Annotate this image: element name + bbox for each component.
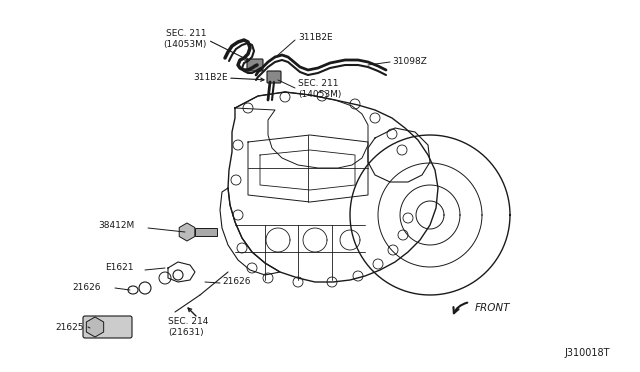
Text: (14053M): (14053M) bbox=[164, 39, 207, 48]
FancyBboxPatch shape bbox=[247, 59, 263, 71]
Text: 21626: 21626 bbox=[72, 282, 100, 292]
Text: 21625: 21625 bbox=[55, 324, 83, 333]
Text: (21631): (21631) bbox=[168, 327, 204, 337]
Bar bbox=[195, 228, 217, 236]
Text: 311B2E: 311B2E bbox=[193, 74, 228, 83]
Text: 31098Z: 31098Z bbox=[392, 58, 427, 67]
FancyBboxPatch shape bbox=[83, 316, 132, 338]
Text: E1621: E1621 bbox=[105, 263, 134, 273]
Text: 21626: 21626 bbox=[222, 278, 250, 286]
Text: FRONT: FRONT bbox=[475, 303, 511, 313]
Text: SEC. 211: SEC. 211 bbox=[298, 80, 339, 89]
Text: (14053M): (14053M) bbox=[298, 90, 341, 99]
FancyBboxPatch shape bbox=[267, 71, 281, 83]
Text: SEC. 214: SEC. 214 bbox=[168, 317, 209, 327]
Text: 311B2E: 311B2E bbox=[298, 33, 333, 42]
Text: SEC. 211: SEC. 211 bbox=[166, 29, 207, 38]
Text: 38412M: 38412M bbox=[98, 221, 134, 230]
Text: J310018T: J310018T bbox=[564, 348, 610, 358]
